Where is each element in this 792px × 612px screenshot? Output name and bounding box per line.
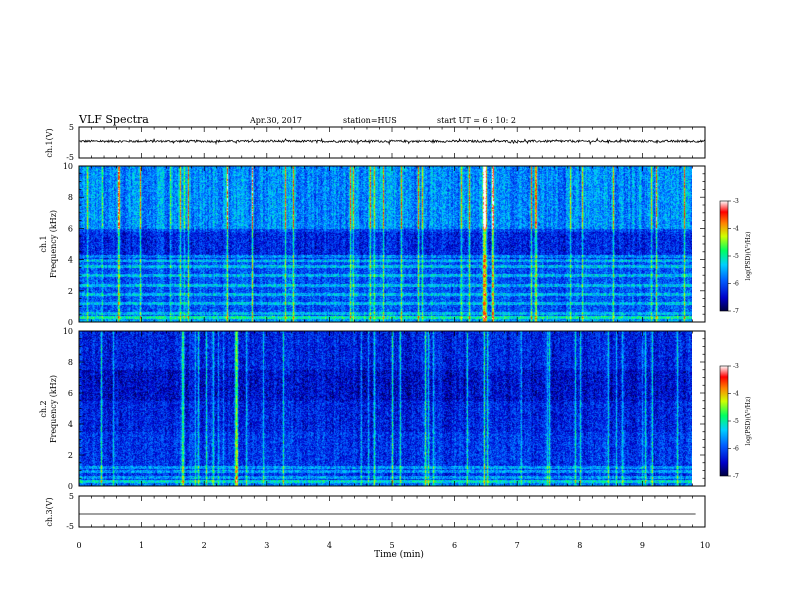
figure-title: VLF Spectra xyxy=(78,113,149,126)
y-tick-label: 6 xyxy=(68,224,73,233)
ch2-spectrogram-ylabel-channel: ch.2 xyxy=(39,400,48,417)
colorbar-tick-label: -6 xyxy=(733,446,739,453)
ch1-spectrogram-ylabel-channel: ch.1 xyxy=(39,235,48,252)
ch2-spectrogram-image xyxy=(79,331,692,486)
ch3-ytick-top: 5 xyxy=(69,492,74,501)
ch1-colorbar: -3 -4 -5 -6 -7 log(PSD)(V²/Hz) xyxy=(719,198,752,315)
y-tick-label: 10 xyxy=(63,162,73,171)
waveform-line xyxy=(78,137,706,146)
colorbar-tick-label: -3 xyxy=(733,363,739,370)
x-tick-label: 7 xyxy=(515,541,520,550)
x-tick-label: 5 xyxy=(389,541,394,550)
x-tick-label: 9 xyxy=(640,541,645,550)
colorbar-tick-label: -5 xyxy=(733,253,739,260)
y-tick-label: 0 xyxy=(68,318,73,327)
ch1-ytick-bottom: -5 xyxy=(66,153,74,162)
start-time-label: start UT = 6 : 10: 2 xyxy=(437,116,516,125)
station-label: station=HUS xyxy=(343,116,397,125)
time-axis-ticks xyxy=(78,127,706,527)
y-tick-label: 0 xyxy=(68,482,73,491)
y-tick-label: 2 xyxy=(68,287,73,296)
ch1-ytick-top: 5 xyxy=(69,123,74,132)
ch2-colorbar: -3 -4 -5 -6 -7 log(PSD)(V²/Hz) xyxy=(719,363,752,480)
ch2-colorbar-gradient xyxy=(719,365,729,477)
figure-header: VLF Spectra Apr.30, 2017 station=HUS sta… xyxy=(78,113,516,126)
ch3-ytick-bottom: -5 xyxy=(66,522,74,531)
ch1-colorbar-ticks: -3 -4 -5 -6 -7 xyxy=(728,198,739,315)
ch1-waveform-panel: 5 -5 ch.1(V) xyxy=(45,123,706,162)
ch1-colorbar-gradient xyxy=(719,200,729,312)
ch1-waveform-trace xyxy=(78,137,706,146)
colorbar-tick-label: -5 xyxy=(733,418,739,425)
y-tick-label: 8 xyxy=(68,358,73,367)
x-tick-label: 6 xyxy=(452,541,457,550)
ch3-waveform-panel: 5 -5 ch.3(V) xyxy=(45,492,706,531)
y-tick-label: 4 xyxy=(68,256,73,265)
time-axis-tick-labels: 0 1 2 3 4 5 6 7 8 9 10 xyxy=(76,541,710,550)
x-tick-label: 2 xyxy=(202,541,207,550)
colorbar-tick-label: -6 xyxy=(733,281,739,288)
colorbar-tick-label: -7 xyxy=(733,473,739,480)
ch2-spectrogram-panel: 0 2 4 6 8 10 ch.2 Frequency (kHz) -3 -4 -5 -6 -7 … xyxy=(39,327,752,491)
x-tick-label: 10 xyxy=(700,541,710,550)
time-axis-label: Time (min) xyxy=(374,549,424,560)
colorbar-tick-label: -3 xyxy=(733,198,739,205)
ch2-spectrogram-yticks: 0 2 4 6 8 10 xyxy=(63,327,705,491)
y-tick-label: 2 xyxy=(68,451,73,460)
x-tick-label: 3 xyxy=(264,541,269,550)
ch1-colorbar-label: log(PSD)(V²/Hz) xyxy=(745,232,752,281)
ch1-spectrogram-ylabel-frequency: Frequency (kHz) xyxy=(49,210,58,278)
y-tick-label: 10 xyxy=(63,327,73,336)
date-label: Apr.30, 2017 xyxy=(249,116,302,125)
x-tick-label: 4 xyxy=(327,541,332,550)
y-tick-label: 8 xyxy=(68,193,73,202)
ch1-waveform-ylabel: ch.1(V) xyxy=(45,128,54,157)
ch2-colorbar-label: log(PSD)(V²/Hz) xyxy=(745,397,752,446)
colorbar-tick-label: -4 xyxy=(733,226,739,233)
y-tick-label: 6 xyxy=(68,389,73,398)
ch2-spectrogram-ylabel-frequency: Frequency (kHz) xyxy=(49,375,58,443)
ch1-spectrogram-image xyxy=(79,166,692,322)
ch2-colorbar-ticks: -3 -4 -5 -6 -7 xyxy=(728,363,739,480)
ch1-spectrogram-yticks: 0 2 4 6 8 10 xyxy=(63,162,705,327)
x-tick-label: 8 xyxy=(577,541,582,550)
x-tick-label: 0 xyxy=(76,541,81,550)
ch3-waveform-ylabel: ch.3(V) xyxy=(45,497,54,526)
colorbar-tick-label: -7 xyxy=(733,308,739,315)
y-tick-label: 4 xyxy=(68,420,73,429)
x-tick-label: 1 xyxy=(139,541,144,550)
colorbar-tick-label: -4 xyxy=(733,391,739,398)
